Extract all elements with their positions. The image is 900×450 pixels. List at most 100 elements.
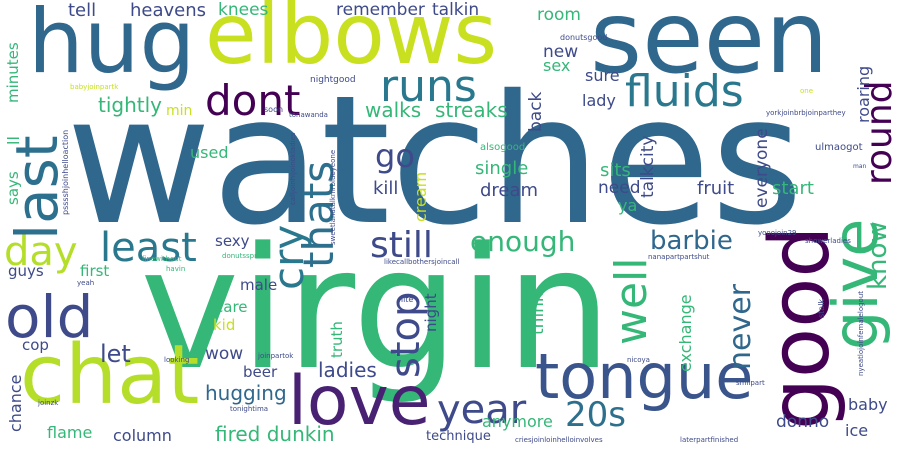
word-yeah: yeah [77, 279, 95, 287]
word-everyone: everyone [752, 128, 772, 208]
word-donutsgood: donutsgood [560, 33, 608, 42]
word-havin: havin [166, 265, 186, 273]
word-likecallbothersjoincall: likecallbothersjoincall [384, 258, 460, 266]
word-barbie: barbie [650, 226, 733, 256]
word-nightgood: nightgood [310, 75, 356, 85]
word-wow: wow [205, 344, 244, 364]
word-watches: watches [66, 57, 804, 264]
word-finewithout: finewithout [142, 255, 182, 263]
word-walks: walks [365, 98, 422, 122]
word-psssshjoinhelloaction: psssshjoinhelloaction [61, 129, 70, 215]
word-tell: tell [68, 0, 97, 21]
word-says: says [4, 171, 22, 205]
word-let: let [100, 340, 131, 368]
word-dont: dont [205, 76, 301, 125]
word-chat: chat [20, 328, 200, 423]
word-runs: runs [380, 61, 477, 112]
word-tongue: tongue [535, 340, 754, 413]
word-laterpartfinished: laterpartfinished [680, 436, 739, 444]
word-flame: flame [47, 423, 93, 442]
word-truth: truth [328, 321, 346, 358]
word-new: new [543, 42, 579, 62]
word-soon: soon [264, 105, 284, 114]
word-ll: ll [4, 136, 23, 145]
word-calljoinhijoinokladies: calljoinhijoinokladies [289, 132, 297, 205]
word-stalk: stalk [817, 298, 826, 318]
word-20s: 20s [565, 395, 626, 435]
word-think: think [528, 292, 548, 335]
word-stop: stop [383, 291, 429, 378]
word-beer: beer [243, 363, 278, 381]
word-smilpart: smilpart [736, 379, 765, 387]
word-ice: ice [845, 421, 869, 440]
word-donno: donno [776, 412, 830, 432]
word-seen: seen [590, 0, 829, 96]
word-never: never [723, 283, 758, 370]
word-virgin: virgin [140, 211, 613, 407]
word-ya: ya [618, 196, 638, 215]
word-streaks: streaks [435, 98, 508, 122]
word-sits: sits [600, 160, 631, 181]
word-room: room [537, 5, 581, 25]
word-yorkjoinbrbjoinparthey: yorkjoinbrbjoinparthey [766, 109, 846, 117]
word-joinpartok: joinpartok [258, 352, 294, 360]
word-man: man [853, 163, 867, 170]
word-care: care [215, 298, 248, 316]
word-chance: chance [6, 374, 25, 432]
word-cop: cop [22, 336, 49, 354]
word-enough: enough [470, 225, 576, 258]
word-sex: sex [543, 56, 571, 75]
word-sexy: sexy [215, 232, 250, 250]
word-single: single [475, 158, 529, 179]
word-minutes: minutes [4, 42, 22, 103]
word-fluids: fluids [625, 66, 744, 117]
word-fruit: fruit [697, 178, 735, 199]
word-kill: kill [373, 178, 399, 199]
word-ladies: ladies [318, 358, 377, 382]
word-nite: nite [398, 295, 414, 304]
word-still: still [370, 225, 433, 266]
word-remember: remember [336, 0, 425, 20]
word-know: know [863, 221, 893, 290]
word-technique: technique [426, 429, 491, 444]
word-tonightima: tonightima [230, 405, 269, 413]
word-tightly: tightly [98, 93, 163, 117]
word-day: day [4, 229, 78, 275]
word-heavens: heavens [130, 0, 207, 21]
word-nyeatlojoinfemalelogout: nyeatlojoinfemalelogout [857, 290, 865, 376]
word-joinzk: joinzk [38, 399, 59, 407]
word-donutsspread: donutsspread [222, 252, 270, 260]
word-talkcity: talkcity [638, 135, 658, 198]
word-min: min [166, 103, 193, 119]
word-lady: lady [582, 91, 616, 110]
word-talkin: talkin [432, 0, 480, 20]
word-one: one [800, 87, 814, 95]
word-sweetlandtalkmrblueyeone: sweetlandtalkmrblueyeone [329, 149, 337, 245]
word-fired-dunkin: fired dunkin [215, 422, 335, 446]
word-year: year [437, 387, 527, 433]
word-least: least [100, 225, 197, 271]
word-anymore: anymore [482, 412, 553, 431]
word-looking: looking [164, 356, 190, 364]
word-need: need [598, 178, 641, 198]
word-first: first [80, 262, 110, 280]
word-yooojoin29: yooojoin29 [758, 229, 797, 237]
word-love: love [288, 362, 431, 441]
word-roaring: roaring [854, 65, 873, 123]
word-criesjoinloinhelloinvolves: criesjoinloinhelloinvolves [515, 436, 603, 444]
word-male: male [240, 276, 278, 294]
word-dream: dream [480, 180, 539, 201]
word-exchange: exchange [676, 294, 695, 372]
word-go: go [375, 137, 415, 175]
word-start: start [772, 178, 814, 199]
word-ulmaogot: ulmaogot [815, 142, 863, 153]
word-nanapartpartshut: nanapartpartshut [648, 253, 710, 261]
word-back: back [526, 91, 546, 132]
word-guys: guys [8, 262, 44, 280]
word-tonawanda: tonawanda [289, 111, 328, 119]
word-showerladies: showerladies [805, 237, 851, 245]
word-hug: hug [28, 0, 196, 93]
word-old: old [5, 283, 94, 351]
word-babyjoinpartk: babyjoinpartk [70, 83, 119, 91]
